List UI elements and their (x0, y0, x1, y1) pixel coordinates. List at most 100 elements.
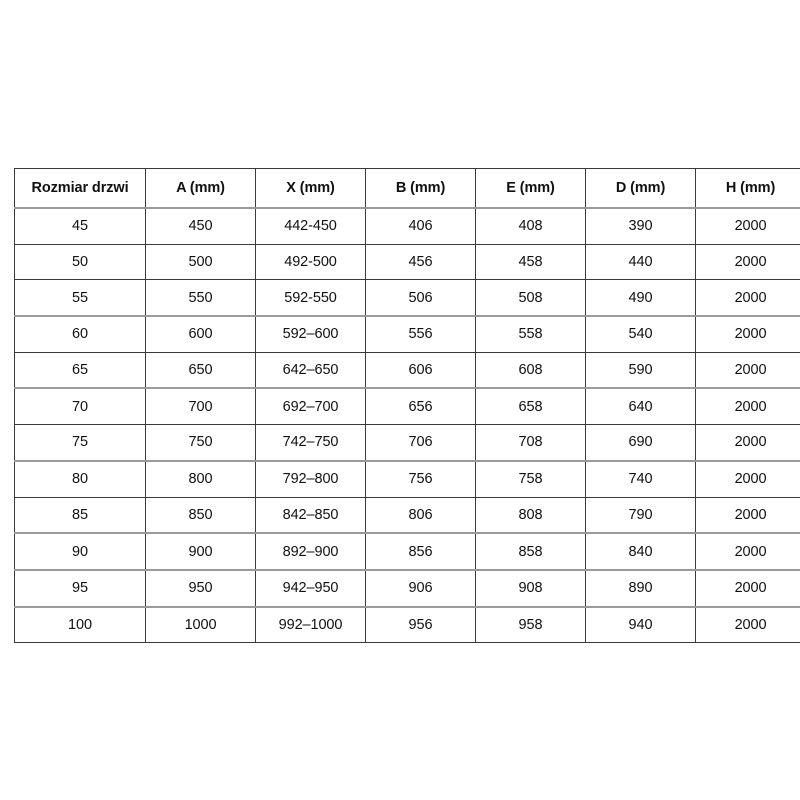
cell-e: 458 (475, 243, 586, 281)
table-row: 80 800 792–800 756 758 740 2000 (14, 460, 800, 498)
column-header-b: B (mm) (365, 168, 476, 209)
cell-d: 890 (585, 569, 696, 608)
cell-x: 942–950 (255, 569, 366, 608)
cell-h: 2000 (695, 387, 800, 426)
cell-a: 1000 (145, 606, 256, 644)
table-row: 50 500 492-500 456 458 440 2000 (14, 243, 800, 281)
cell-size: 90 (14, 532, 146, 571)
table-row: 60 600 592–600 556 558 540 2000 (14, 315, 800, 353)
cell-d: 790 (585, 496, 696, 535)
cell-size: 70 (14, 387, 146, 426)
column-header-h: H (mm) (695, 168, 800, 209)
cell-a: 850 (145, 496, 256, 535)
cell-d: 540 (585, 315, 696, 353)
cell-d: 740 (585, 460, 696, 498)
cell-a: 900 (145, 532, 256, 571)
cell-h: 2000 (695, 424, 800, 462)
cell-x: 642–650 (255, 351, 366, 390)
cell-b: 456 (365, 243, 476, 281)
cell-size: 100 (14, 606, 146, 644)
column-header-size: Rozmiar drzwi (14, 168, 146, 209)
cell-h: 2000 (695, 606, 800, 644)
cell-e: 608 (475, 351, 586, 390)
cell-a: 800 (145, 460, 256, 498)
cell-d: 940 (585, 606, 696, 644)
cell-h: 2000 (695, 460, 800, 498)
column-header-a: A (mm) (145, 168, 256, 209)
column-header-x: X (mm) (255, 168, 366, 209)
table-row: 45 450 442-450 406 408 390 2000 (14, 207, 800, 245)
table-row: 55 550 592-550 506 508 490 2000 (14, 279, 800, 318)
cell-e: 558 (475, 315, 586, 353)
cell-e: 408 (475, 207, 586, 245)
cell-x: 592-550 (255, 279, 366, 318)
cell-b: 406 (365, 207, 476, 245)
table-row: 100 1000 992–1000 956 958 940 2000 (14, 606, 800, 644)
cell-d: 590 (585, 351, 696, 390)
cell-a: 650 (145, 351, 256, 390)
cell-b: 906 (365, 569, 476, 608)
cell-b: 756 (365, 460, 476, 498)
cell-a: 700 (145, 387, 256, 426)
cell-x: 992–1000 (255, 606, 366, 644)
cell-h: 2000 (695, 207, 800, 245)
cell-h: 2000 (695, 243, 800, 281)
cell-size: 60 (14, 315, 146, 353)
cell-e: 908 (475, 569, 586, 608)
cell-size: 85 (14, 496, 146, 535)
cell-d: 640 (585, 387, 696, 426)
cell-x: 692–700 (255, 387, 366, 426)
cell-b: 706 (365, 424, 476, 462)
cell-d: 840 (585, 532, 696, 571)
cell-a: 500 (145, 243, 256, 281)
cell-b: 656 (365, 387, 476, 426)
cell-x: 892–900 (255, 532, 366, 571)
cell-size: 80 (14, 460, 146, 498)
cell-d: 690 (585, 424, 696, 462)
cell-d: 490 (585, 279, 696, 318)
table-row: 85 850 842–850 806 808 790 2000 (14, 496, 800, 535)
table-row: 65 650 642–650 606 608 590 2000 (14, 351, 800, 390)
cell-b: 556 (365, 315, 476, 353)
cell-a: 750 (145, 424, 256, 462)
cell-e: 858 (475, 532, 586, 571)
cell-d: 390 (585, 207, 696, 245)
cell-e: 758 (475, 460, 586, 498)
cell-size: 75 (14, 424, 146, 462)
cell-x: 742–750 (255, 424, 366, 462)
table-body: 45 450 442-450 406 408 390 2000 50 500 492-500 456… (14, 207, 800, 644)
cell-b: 856 (365, 532, 476, 571)
table-row: 90 900 892–900 856 858 840 2000 (14, 532, 800, 571)
cell-d: 440 (585, 243, 696, 281)
cell-x: 842–850 (255, 496, 366, 535)
cell-b: 956 (365, 606, 476, 644)
table-row: 70 700 692–700 656 658 640 2000 (14, 387, 800, 426)
table-row: 75 750 742–750 706 708 690 2000 (14, 424, 800, 462)
cell-e: 508 (475, 279, 586, 318)
cell-h: 2000 (695, 315, 800, 353)
column-header-e: E (mm) (475, 168, 586, 209)
cell-h: 2000 (695, 279, 800, 318)
cell-size: 95 (14, 569, 146, 608)
cell-e: 958 (475, 606, 586, 644)
column-header-d: D (mm) (585, 168, 696, 209)
door-size-spec-table: Rozmiar drzwi A (mm) X (mm) B (mm) E (mm… (14, 168, 800, 644)
cell-h: 2000 (695, 496, 800, 535)
cell-x: 492-500 (255, 243, 366, 281)
cell-h: 2000 (695, 532, 800, 571)
cell-h: 2000 (695, 569, 800, 608)
cell-b: 606 (365, 351, 476, 390)
cell-x: 792–800 (255, 460, 366, 498)
table-row: 95 950 942–950 906 908 890 2000 (14, 569, 800, 608)
cell-a: 550 (145, 279, 256, 318)
cell-e: 708 (475, 424, 586, 462)
cell-x: 442-450 (255, 207, 366, 245)
cell-b: 506 (365, 279, 476, 318)
cell-a: 600 (145, 315, 256, 353)
cell-h: 2000 (695, 351, 800, 390)
cell-size: 50 (14, 243, 146, 281)
cell-b: 806 (365, 496, 476, 535)
cell-e: 658 (475, 387, 586, 426)
table-header-row: Rozmiar drzwi A (mm) X (mm) B (mm) E (mm… (14, 168, 800, 209)
